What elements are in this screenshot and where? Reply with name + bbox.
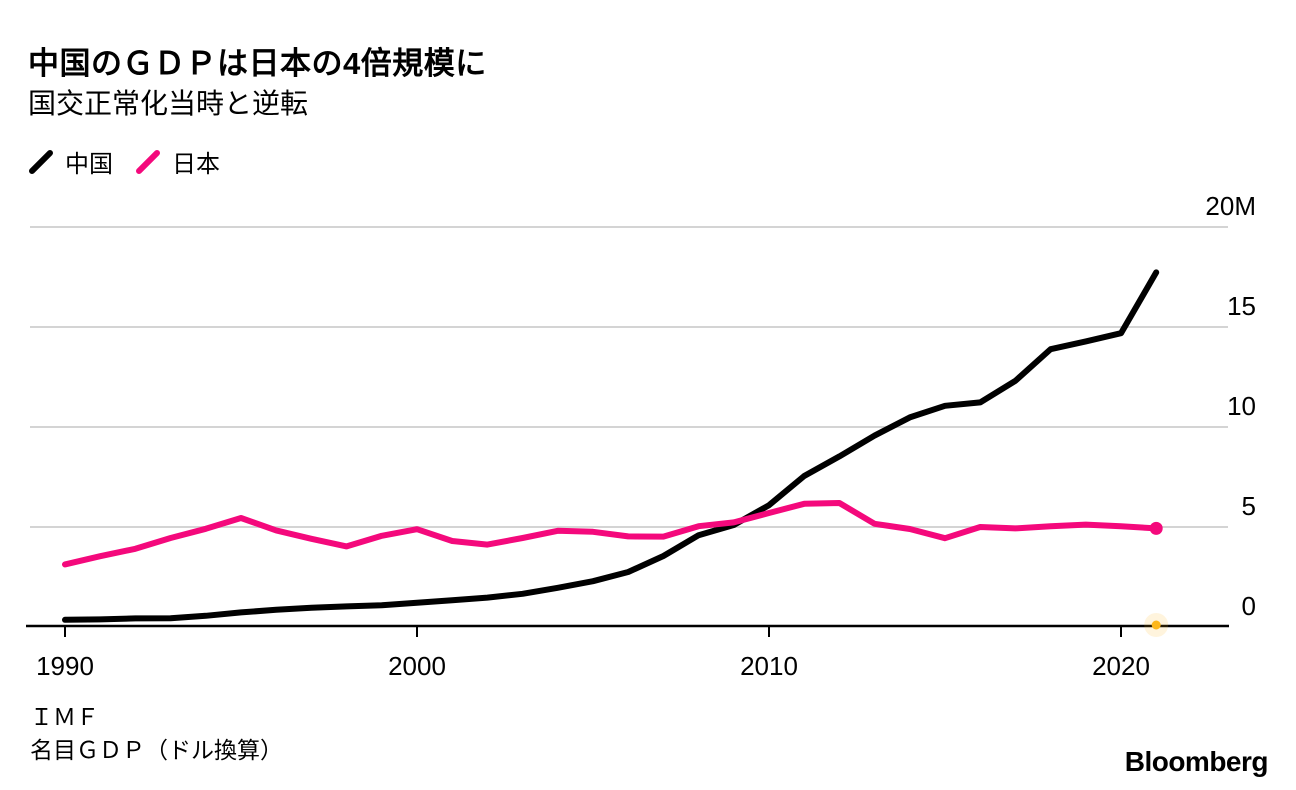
japan-line-marker-icon bbox=[136, 149, 160, 174]
latest-year-axis-dot bbox=[1151, 620, 1161, 630]
legend-item-japan: 日本 bbox=[135, 144, 220, 179]
legend-item-china: 中国 bbox=[28, 144, 113, 179]
chart-title: 中国のＧＤＰは日本の4倍規模に bbox=[28, 46, 487, 81]
china-line-marker-icon bbox=[29, 149, 53, 174]
gridlines bbox=[30, 226, 1228, 528]
chart-subtitle: 国交正常化当時と逆転 bbox=[28, 88, 309, 119]
legend-label-japan: 日本 bbox=[172, 151, 220, 178]
source-name: ＩＭＦ bbox=[30, 704, 99, 730]
legend: 中国 日本 bbox=[28, 144, 220, 179]
x-axis-labels: 1990 2000 2010 2020 bbox=[36, 651, 1150, 681]
y-tick-label: 20M bbox=[1205, 191, 1256, 221]
bloomberg-logo: Bloomberg bbox=[1124, 746, 1269, 777]
x-tick-label: 2000 bbox=[388, 651, 446, 681]
y-tick-label: 15 bbox=[1227, 291, 1256, 321]
china-marker-stroke bbox=[29, 149, 53, 174]
x-tick-label: 1990 bbox=[36, 651, 94, 681]
source-block: ＩＭＦ 名目ＧＤＰ（ドル換算） bbox=[30, 701, 283, 767]
y-tick-label: 10 bbox=[1227, 391, 1256, 421]
y-tick-label: 0 bbox=[1242, 591, 1256, 621]
y-tick-label: 5 bbox=[1242, 491, 1256, 521]
x-tick-label: 2010 bbox=[740, 651, 798, 681]
japan-marker-stroke bbox=[136, 149, 160, 174]
japan-line bbox=[62, 500, 1160, 568]
china-line bbox=[62, 269, 1160, 623]
japan-end-dot bbox=[1149, 521, 1163, 535]
source-note: 名目ＧＤＰ（ドル換算） bbox=[30, 737, 283, 763]
x-tick-label: 2020 bbox=[1092, 651, 1150, 681]
legend-label-china: 中国 bbox=[65, 151, 113, 178]
x-axis-ticks bbox=[64, 626, 1122, 637]
y-axis-labels: 20M 15 10 5 0 bbox=[1205, 191, 1256, 621]
